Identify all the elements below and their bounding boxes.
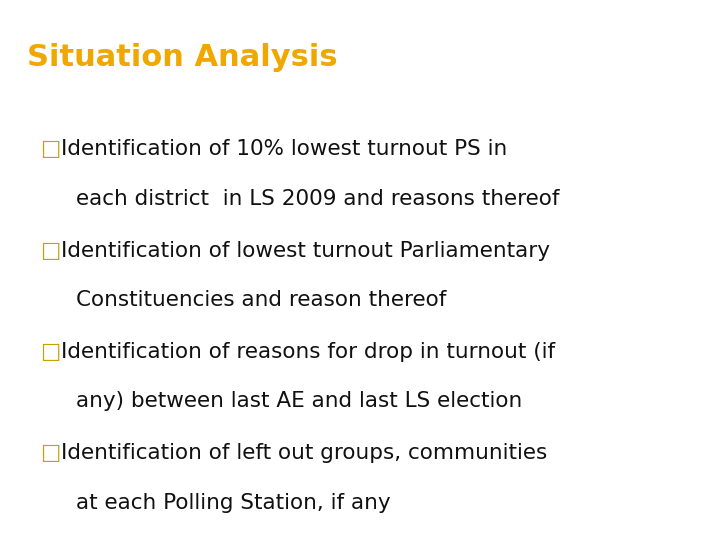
Text: Identification of lowest turnout Parliamentary: Identification of lowest turnout Parliam… [61, 240, 550, 260]
Text: at each Polling Station, if any: at each Polling Station, if any [76, 492, 390, 512]
Text: □: □ [40, 342, 60, 362]
Text: Situation Analysis: Situation Analysis [27, 43, 338, 72]
Text: □: □ [40, 443, 60, 463]
Text: each district  in LS 2009 and reasons thereof: each district in LS 2009 and reasons the… [76, 189, 559, 209]
Text: Identification of left out groups, communities: Identification of left out groups, commu… [61, 443, 547, 463]
Text: any) between last AE and last LS election: any) between last AE and last LS electio… [76, 392, 522, 411]
Text: □: □ [40, 139, 60, 159]
Text: Identification of 10% lowest turnout PS in: Identification of 10% lowest turnout PS … [61, 139, 508, 159]
Text: Identification of reasons for drop in turnout (if: Identification of reasons for drop in tu… [61, 342, 555, 362]
Text: Constituencies and reason thereof: Constituencies and reason thereof [76, 290, 446, 310]
Text: □: □ [40, 240, 60, 260]
